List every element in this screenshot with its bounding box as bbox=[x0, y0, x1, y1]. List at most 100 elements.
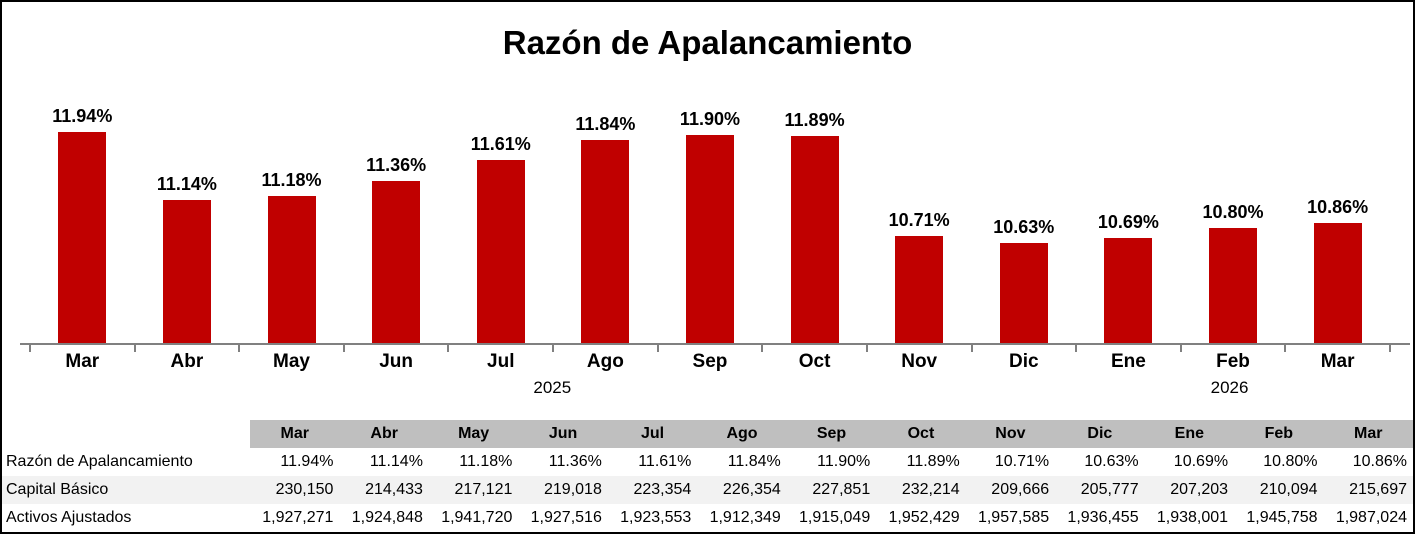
bar-group: 11.36% bbox=[344, 97, 449, 343]
bar-value-label: 10.71% bbox=[888, 210, 950, 230]
bar-group: 10.80% bbox=[1181, 97, 1286, 343]
table-cell: 232,214 bbox=[876, 476, 966, 504]
bar-value-label: 10.80% bbox=[1202, 202, 1264, 222]
table-cell: 227,851 bbox=[786, 476, 877, 504]
plot-area: 11.94% 11.14% 11.18% 11.36% 11.61% 11.84% 11.9… bbox=[30, 97, 1390, 343]
axis-tick bbox=[865, 343, 868, 352]
table-header-cell: Nov bbox=[965, 420, 1056, 448]
x-axis-label: Oct bbox=[798, 351, 831, 372]
axis-tick bbox=[447, 343, 450, 352]
bar bbox=[58, 132, 107, 343]
bar-value-label: 11.14% bbox=[156, 174, 217, 194]
table-cell: 10.86% bbox=[1352, 453, 1407, 470]
bar-group: 11.18% bbox=[239, 97, 344, 343]
table-cell: 11.89% bbox=[906, 453, 960, 470]
bar-value-label: 10.86% bbox=[1307, 197, 1369, 217]
x-axis-label: Ene bbox=[1110, 351, 1146, 372]
bar bbox=[1209, 228, 1257, 343]
table-cell: 1,912,349 bbox=[709, 509, 781, 526]
table-cell: 1,952,429 bbox=[888, 509, 960, 526]
bar-value-label: 11.84% bbox=[575, 114, 636, 134]
x-axis-label: Nov bbox=[901, 351, 938, 372]
bar bbox=[1104, 238, 1153, 343]
x-axis-label: Ago bbox=[586, 351, 624, 372]
table-cell: 1,927,271 bbox=[262, 509, 334, 526]
bar-group: 10.86% bbox=[1285, 97, 1390, 343]
axis-tick bbox=[761, 343, 764, 352]
table-cell: 11.61% bbox=[638, 453, 692, 470]
axis-tick bbox=[1179, 343, 1182, 352]
axis-tick bbox=[1389, 343, 1391, 352]
x-axis-line bbox=[20, 343, 1410, 345]
bar-value-label: 11.89% bbox=[784, 110, 845, 130]
axis-tick bbox=[1284, 343, 1287, 352]
table-cell: 1,987,024 bbox=[1335, 509, 1407, 526]
table-cell: 11.36% bbox=[548, 453, 602, 470]
table-row-label: Activos Ajustados bbox=[6, 509, 132, 526]
table-header-cell: May bbox=[428, 420, 519, 448]
table-cell: 1,945,758 bbox=[1246, 509, 1318, 526]
table-cell: 10.71% bbox=[994, 453, 1050, 470]
table-cell: 11.94% bbox=[280, 453, 334, 470]
table-cell: 10.80% bbox=[1263, 453, 1318, 470]
table-cell: 1,915,049 bbox=[799, 509, 871, 526]
bar-value-label: 10.63% bbox=[993, 217, 1055, 237]
chart-title: Razón de Apalancamiento bbox=[502, 24, 913, 61]
x-axis-labels: Mar Abr May Jun Jul Ago Sep Oct Nov Dic Ene Feb Mar bbox=[30, 351, 1390, 373]
bar bbox=[1313, 223, 1362, 343]
table-header-cell: Ene bbox=[1144, 420, 1235, 448]
x-axis-label: Abr bbox=[170, 351, 204, 372]
table-cell: 1,927,516 bbox=[530, 509, 602, 526]
axis-tick bbox=[1075, 343, 1078, 352]
table-header-cell: Dic bbox=[1055, 420, 1145, 448]
x-axis-label: Feb bbox=[1216, 351, 1250, 372]
bar-group: 11.14% bbox=[135, 97, 240, 343]
table-cell: 10.63% bbox=[1084, 453, 1139, 470]
axis-tick bbox=[29, 343, 31, 352]
bar-group: 11.84% bbox=[553, 97, 658, 343]
table-header-cell: Mar bbox=[1323, 420, 1413, 448]
table-cell: 223,354 bbox=[607, 476, 698, 504]
axis-tick bbox=[133, 343, 136, 352]
table-header-cell: Oct bbox=[876, 420, 966, 448]
bar bbox=[162, 200, 211, 343]
table-row-label: Capital Básico bbox=[2, 476, 250, 504]
table-header-cell: Ago bbox=[697, 420, 787, 448]
bar-value-label: 11.90% bbox=[679, 109, 740, 129]
bar-value-label: 11.61% bbox=[470, 134, 531, 154]
table-header-cell: Jun bbox=[518, 420, 608, 448]
x-axis-label: Jun bbox=[379, 351, 414, 372]
bar-value-label: 10.69% bbox=[1097, 212, 1159, 232]
table-header-cell: Abr bbox=[339, 420, 429, 448]
table-cell: 230,150 bbox=[250, 476, 340, 504]
axis-tick bbox=[552, 343, 555, 352]
x-axis-label: Jul bbox=[487, 351, 515, 372]
table-cell: 1,924,848 bbox=[351, 509, 423, 526]
bar-value-label: 11.94% bbox=[52, 106, 113, 126]
bar-group: 10.63% bbox=[971, 97, 1076, 343]
table-cell: 214,433 bbox=[339, 476, 429, 504]
axis-tick bbox=[970, 343, 973, 352]
table-header-cell: Mar bbox=[250, 420, 340, 448]
table-cell: 1,957,585 bbox=[977, 509, 1050, 526]
table-cell: 11.14% bbox=[369, 453, 423, 470]
table-cell: 219,018 bbox=[518, 476, 608, 504]
table-cell: 11.84% bbox=[727, 453, 781, 470]
table-cell: 1,938,001 bbox=[1156, 509, 1229, 526]
table-cell: 1,941,720 bbox=[441, 509, 513, 526]
x-axis-label: Mar bbox=[1320, 351, 1355, 372]
bar-group: 11.89% bbox=[762, 97, 867, 343]
table-cell: 209,666 bbox=[965, 476, 1056, 504]
bar bbox=[476, 160, 525, 343]
table-cell: 207,203 bbox=[1144, 476, 1235, 504]
x-axis-label: Dic bbox=[1009, 351, 1039, 372]
table-row-label: Razón de Apalancamiento bbox=[6, 453, 193, 470]
bar-value-label: 11.18% bbox=[261, 170, 322, 190]
bar bbox=[372, 181, 421, 343]
axis-tick bbox=[238, 343, 241, 352]
bar bbox=[267, 196, 316, 343]
bar-group: 11.61% bbox=[448, 97, 553, 343]
year-label-2025: 2025 bbox=[533, 378, 572, 397]
table-cell: 11.18% bbox=[459, 453, 513, 470]
